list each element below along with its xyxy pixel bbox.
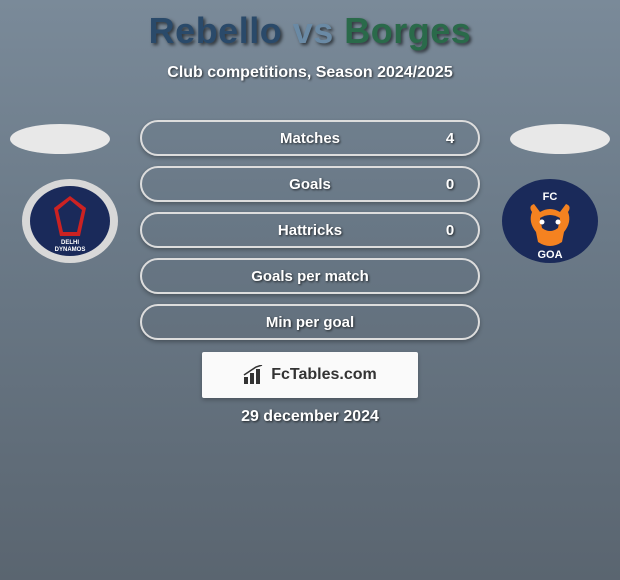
subtitle: Club competitions, Season 2024/2025 [0, 64, 620, 82]
svg-text:FC: FC [543, 191, 558, 203]
stat-label: Matches [142, 130, 478, 147]
svg-text:GOA: GOA [537, 249, 562, 261]
stat-label: Goals per match [142, 268, 478, 285]
player2-photo-placeholder [510, 124, 610, 154]
club-badge-right: FC GOA [500, 178, 600, 264]
stat-row-goals: Goals 0 [140, 166, 480, 202]
stat-row-hattricks: Hattricks 0 [140, 212, 480, 248]
stat-right-value: 4 [430, 130, 470, 147]
stat-label: Min per goal [142, 314, 478, 331]
stats-container: Matches 4 Goals 0 Hattricks 0 Goals per … [140, 120, 480, 350]
stat-right-value: 0 [430, 176, 470, 193]
date-text: 29 december 2024 [0, 408, 620, 426]
stat-label: Goals [142, 176, 478, 193]
stat-row-matches: Matches 4 [140, 120, 480, 156]
title-vs: vs [293, 10, 334, 51]
page-title: Rebello vs Borges [0, 0, 620, 52]
watermark-text: FcTables.com [271, 366, 377, 384]
club-badge-left: DELHI DYNAMOS [20, 178, 120, 264]
watermark: FcTables.com [202, 352, 418, 398]
player1-photo-placeholder [10, 124, 110, 154]
chart-icon [243, 365, 265, 385]
stat-label: Hattricks [142, 222, 478, 239]
stat-right-value: 0 [430, 222, 470, 239]
title-player1: Rebello [149, 10, 283, 51]
stat-row-goals-per-match: Goals per match [140, 258, 480, 294]
stat-row-min-per-goal: Min per goal [140, 304, 480, 340]
title-player2: Borges [344, 10, 471, 51]
svg-text:DELHI: DELHI [61, 240, 79, 246]
svg-text:DYNAMOS: DYNAMOS [55, 247, 86, 253]
